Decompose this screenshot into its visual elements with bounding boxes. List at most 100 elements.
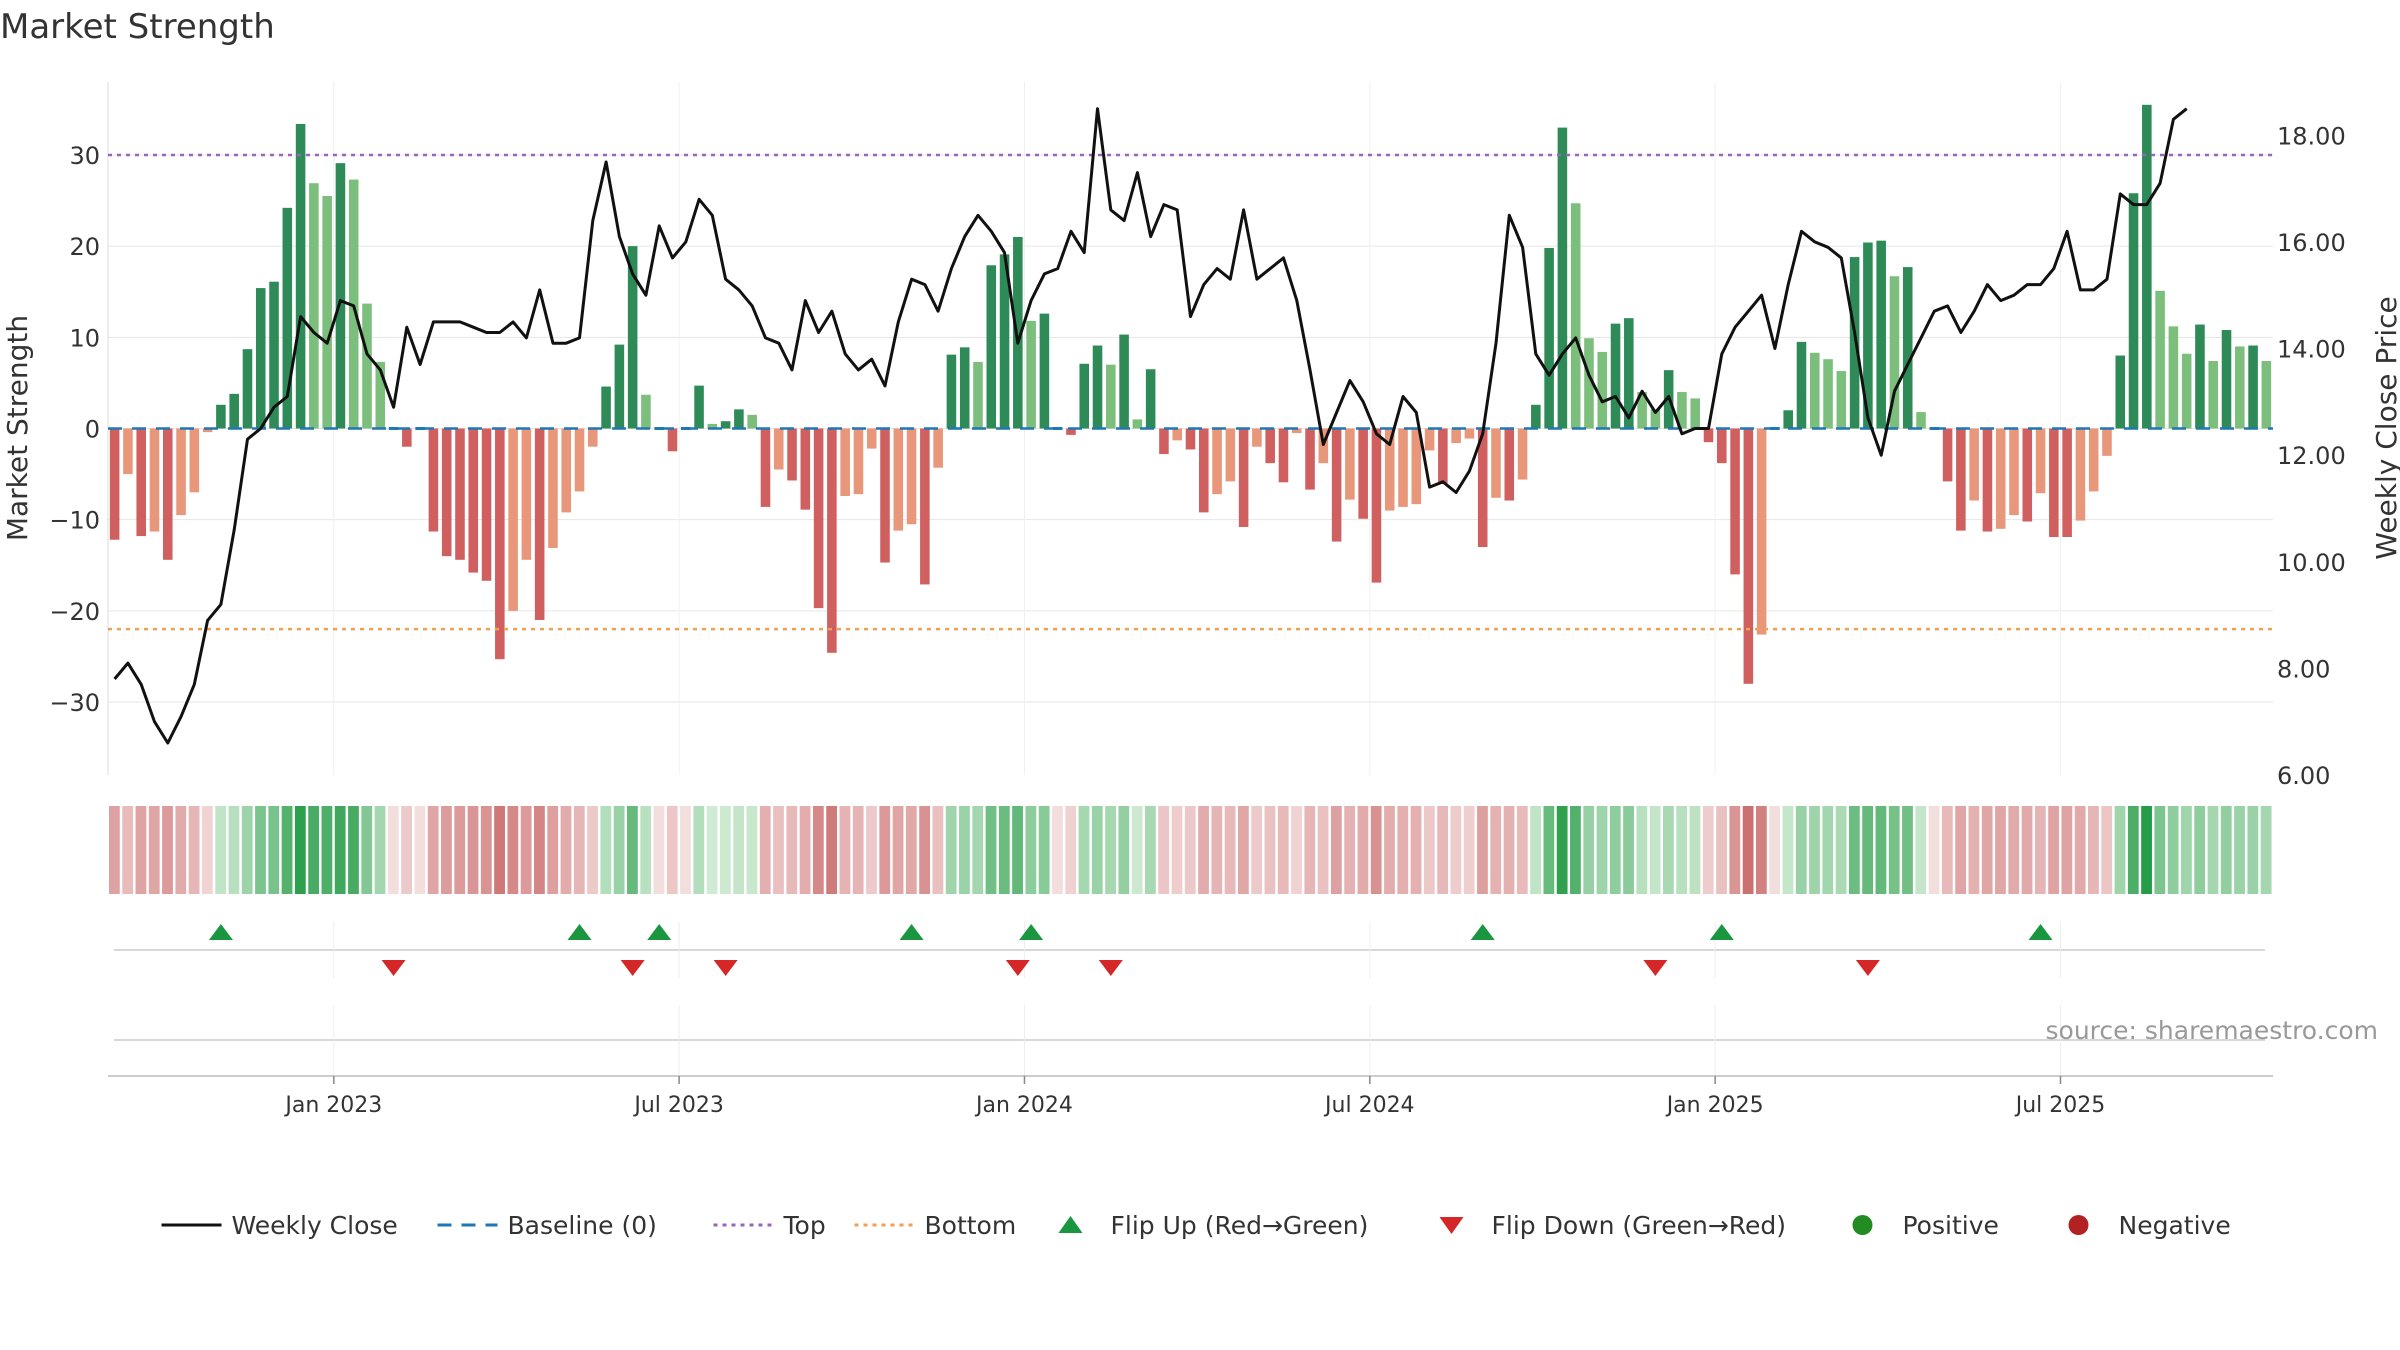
legend-swatch (1852, 1215, 1873, 1235)
heat-cell (1078, 806, 1090, 894)
heat-cell (2181, 806, 2192, 894)
strength-bar-positive (1637, 392, 1647, 429)
strength-bar-negative (561, 428, 572, 513)
heat-cell (1423, 806, 1435, 894)
strength-bar-negative (1995, 428, 2006, 529)
heat-cell (706, 806, 718, 894)
strength-bar-positive (2235, 346, 2245, 429)
strength-bar-negative (2035, 428, 2046, 494)
strength-bar-negative (1278, 428, 1289, 483)
heat-cell (109, 806, 120, 894)
heat-cell (534, 806, 545, 894)
strength-bar-negative (481, 428, 492, 581)
empty-panel (114, 1005, 2265, 1075)
heat-cell (1716, 806, 1727, 894)
strength-bar-negative (1942, 428, 1953, 482)
heat-cell (1397, 806, 1409, 894)
strength-heat-strip (109, 806, 2272, 894)
heat-cell (1291, 806, 1302, 894)
heat-cell (427, 806, 439, 894)
heat-cell (268, 806, 280, 894)
strength-bar-negative (1331, 428, 1342, 542)
heat-cell (560, 806, 572, 894)
heat-cell (1902, 806, 1913, 894)
strength-bar-negative (1212, 428, 1222, 495)
strength-bar-positive (322, 195, 332, 429)
strength-bar-positive (1145, 369, 1156, 429)
heat-cell (387, 806, 399, 894)
heat-cell (454, 806, 466, 894)
y2-tick-label: 6.00 (2277, 762, 2330, 790)
legend-swatch (1439, 1217, 1464, 1234)
heat-cell (1995, 806, 2006, 894)
strength-bar-positive (2181, 353, 2192, 429)
strength-bar-negative (1703, 428, 1714, 443)
heat-cell (1663, 806, 1674, 894)
strength-bar-positive (973, 361, 983, 429)
heat-cell (1676, 806, 1688, 894)
heat-cell (640, 806, 652, 894)
heat-cell (1224, 806, 1236, 894)
strength-bar-negative (1172, 428, 1182, 441)
strength-bar-positive (242, 349, 253, 429)
heat-cell (175, 806, 187, 894)
strength-bar-negative (1504, 428, 1515, 501)
strength-bar-negative (162, 428, 173, 560)
heat-cell (879, 806, 891, 894)
heat-cell (1184, 806, 1196, 894)
strength-bar-positive (1902, 267, 1913, 429)
heat-cell (1330, 806, 1342, 894)
heat-cell (2154, 806, 2166, 894)
heat-cell (2101, 806, 2113, 894)
strength-bar-negative (508, 428, 518, 611)
strength-bar-negative (588, 428, 598, 447)
heat-cell (1118, 806, 1130, 894)
heat-cell (294, 806, 306, 894)
heat-cell (2167, 806, 2179, 894)
heat-cell (1052, 806, 1063, 894)
strength-bar-positive (614, 344, 625, 429)
heat-cell (666, 806, 678, 894)
heat-cell (1742, 806, 1754, 894)
strength-bar-positive (1677, 392, 1687, 429)
heat-cell (520, 806, 532, 894)
heat-cell (972, 806, 984, 894)
heat-cell (773, 806, 784, 894)
strength-bar-negative (2075, 428, 2086, 521)
heat-cell (653, 806, 665, 894)
strength-bar-positive (1796, 341, 1807, 429)
flip-up-marker (567, 924, 592, 940)
strength-bar-negative (123, 428, 133, 475)
strength-bar-positive (1570, 203, 1581, 429)
heat-cell (374, 806, 386, 894)
strength-bar-negative (574, 428, 585, 492)
heat-cell (1968, 806, 1980, 894)
strength-bar-negative (1730, 428, 1740, 575)
heat-cell (1490, 806, 1502, 894)
heat-cell (2141, 806, 2152, 894)
heat-cell (1729, 806, 1741, 894)
x-tick-label: Jan 2024 (974, 1093, 1073, 1118)
strength-bar-negative (853, 428, 864, 495)
strength-bar-negative (1225, 428, 1236, 482)
heat-cell (1915, 806, 1927, 894)
strength-bar-positive (1079, 363, 1090, 429)
strength-bar-positive (1026, 320, 1036, 429)
strength-bar-positive (627, 246, 638, 429)
strength-bar-negative (880, 428, 890, 563)
strength-bar-negative (1252, 428, 1262, 447)
y2-axis-label: Weekly Close Price (2370, 296, 2400, 559)
y-tick-label: 30 (69, 142, 100, 170)
legend-label: Top (783, 1211, 826, 1240)
heat-cell (135, 806, 147, 894)
strength-bar-positive (1863, 242, 1873, 429)
strength-bar-negative (760, 428, 771, 507)
strength-bar-negative (455, 428, 465, 560)
heat-cell (1105, 806, 1116, 894)
strength-bar-positive (986, 265, 997, 429)
strength-bar-positive (375, 361, 386, 429)
y-tick-label: 10 (69, 324, 100, 352)
strength-bar-positive (269, 281, 279, 429)
strength-bar-negative (1265, 428, 1275, 464)
heat-cell (361, 806, 373, 894)
